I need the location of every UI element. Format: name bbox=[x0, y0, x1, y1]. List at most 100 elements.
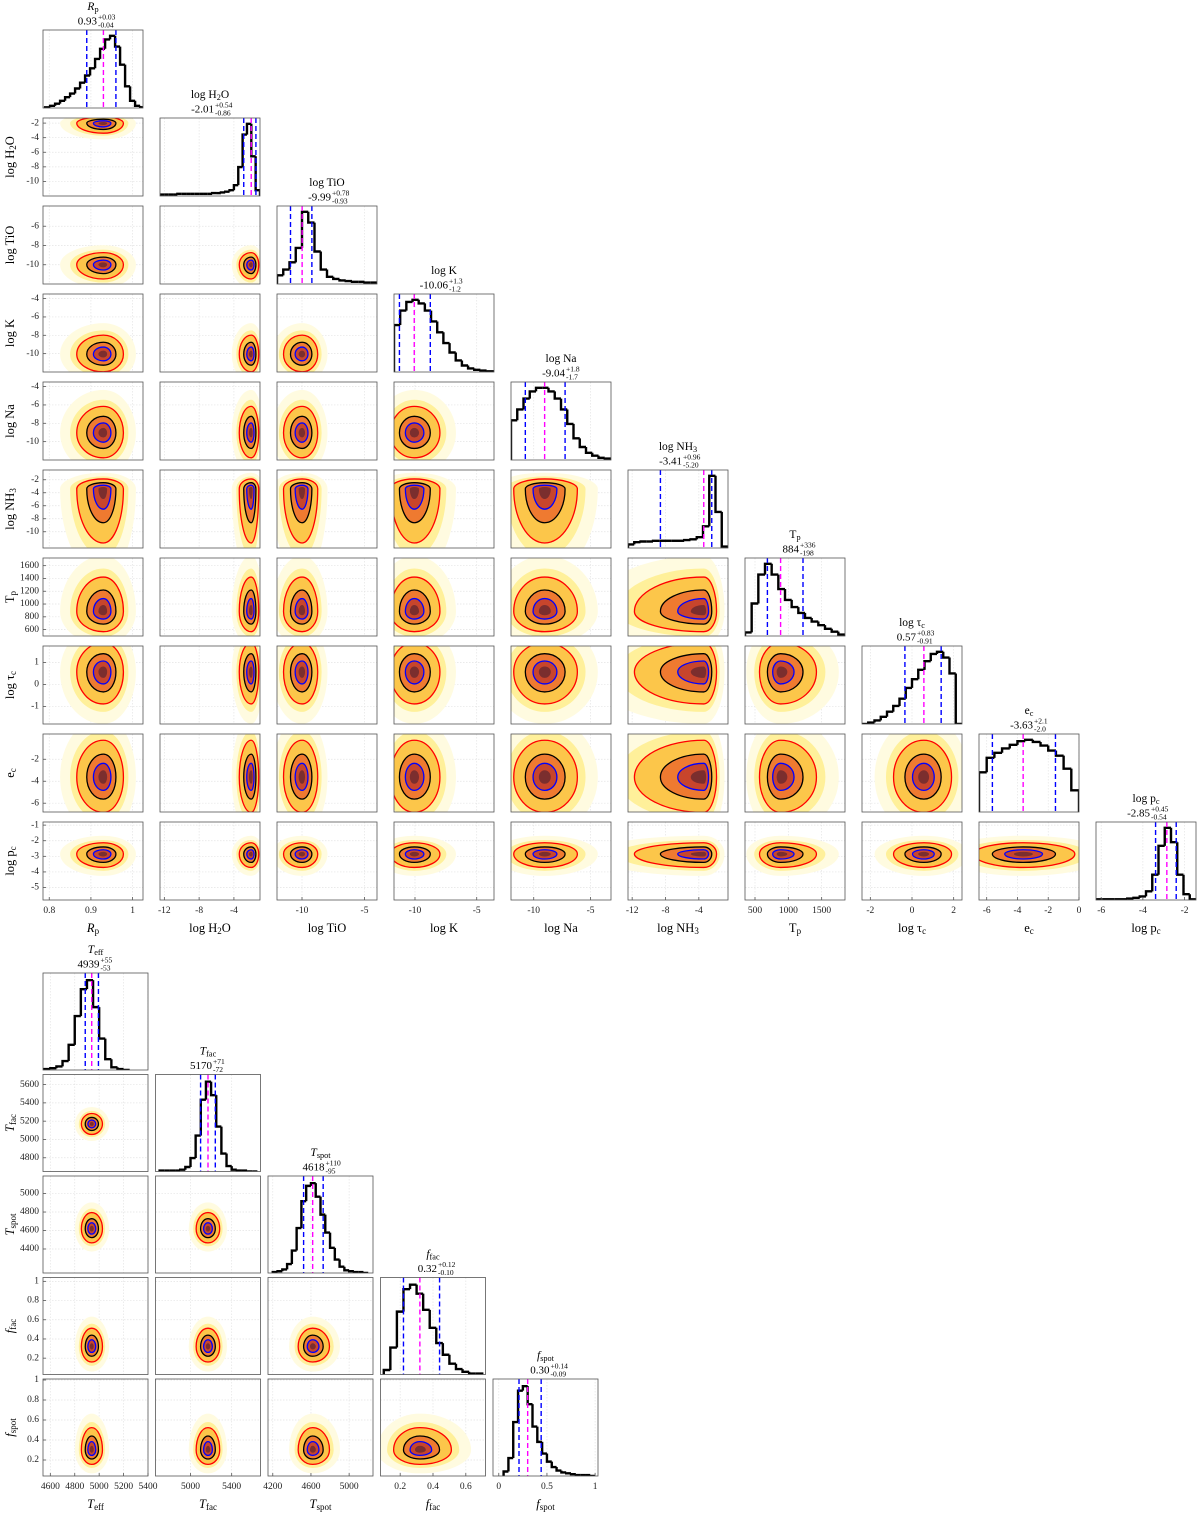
histogram-bin bbox=[228, 189, 234, 192]
summary-median: -2.01 bbox=[191, 104, 214, 116]
x-tick-label: 500 bbox=[748, 906, 763, 916]
label-part: log TiO bbox=[308, 921, 347, 935]
histogram-bin bbox=[566, 409, 574, 426]
panel-frame bbox=[155, 1175, 261, 1274]
density-region bbox=[98, 487, 108, 500]
summary-minus: -0.09 bbox=[551, 1370, 567, 1379]
panel-plot bbox=[268, 1277, 373, 1375]
x-axis-label: fspot bbox=[536, 1497, 555, 1512]
summary-plus: +71 bbox=[213, 1057, 225, 1066]
summary-median: -9.99 bbox=[308, 192, 331, 204]
summary-median: -3.41 bbox=[659, 456, 682, 468]
panel-plot bbox=[628, 558, 728, 636]
density-region bbox=[298, 487, 306, 500]
panel-plot bbox=[394, 822, 494, 900]
panel-background bbox=[493, 1379, 598, 1476]
label-part: log NH bbox=[659, 441, 693, 453]
panel-plot bbox=[155, 1277, 261, 1375]
panel-plot bbox=[43, 973, 148, 1070]
panel-frame bbox=[276, 821, 378, 901]
panel-frame bbox=[42, 821, 144, 901]
panel-frame bbox=[393, 469, 495, 549]
y-tick-label: -4 bbox=[31, 133, 39, 143]
y-tick-label: -1 bbox=[31, 820, 39, 830]
panel-title: Tspot bbox=[310, 1147, 331, 1160]
histogram-bin bbox=[1096, 898, 1103, 900]
histogram-bin bbox=[347, 1270, 354, 1273]
histogram-bin bbox=[1008, 743, 1018, 749]
histogram-bin bbox=[714, 475, 722, 514]
label-part: T bbox=[310, 1147, 318, 1159]
y-tick-label: 5000 bbox=[20, 1189, 39, 1199]
histogram-bin bbox=[230, 1166, 237, 1171]
histogram-bin bbox=[553, 391, 561, 400]
x-axis-label: ec bbox=[1024, 921, 1034, 936]
histogram-bin bbox=[58, 99, 66, 104]
panel-plot bbox=[394, 382, 494, 460]
histogram-bin bbox=[1047, 745, 1056, 752]
histogram-bin bbox=[1000, 747, 1010, 753]
label-part: T bbox=[87, 1497, 95, 1511]
histogram-bin bbox=[867, 721, 875, 724]
label-part: c bbox=[1030, 709, 1034, 718]
panel-background bbox=[1096, 822, 1196, 900]
summary-minus: -2.0 bbox=[1034, 725, 1046, 734]
histogram-bin bbox=[83, 74, 91, 83]
label-part: f bbox=[426, 1497, 431, 1511]
histogram-bin bbox=[103, 38, 111, 49]
panel-plot bbox=[511, 558, 611, 636]
density-region bbox=[98, 770, 108, 784]
panel-plot bbox=[862, 646, 962, 724]
x-tick-label: -8 bbox=[195, 906, 203, 916]
x-tick-label: -10 bbox=[409, 906, 422, 916]
panel-frame bbox=[42, 557, 144, 637]
histogram-bin bbox=[282, 268, 290, 276]
label-part: O bbox=[222, 921, 231, 935]
label-part: R bbox=[86, 1, 94, 13]
panel-frame bbox=[42, 733, 144, 813]
label-part: p bbox=[796, 533, 800, 542]
panel-frame bbox=[393, 645, 495, 725]
label-part: e bbox=[3, 772, 17, 778]
y-tick-label: 1 bbox=[34, 1375, 39, 1385]
panel-frame bbox=[380, 1277, 486, 1375]
label-part: T bbox=[3, 595, 17, 603]
panel-plot bbox=[277, 206, 377, 284]
panel-title: ffac bbox=[426, 1248, 440, 1261]
histogram-bin bbox=[104, 1038, 112, 1061]
panel-frame bbox=[744, 645, 846, 725]
density-region bbox=[409, 487, 420, 500]
density-region bbox=[248, 262, 253, 268]
y-tick-label: 4400 bbox=[20, 1244, 39, 1254]
x-tick-label: -2 bbox=[1181, 906, 1189, 916]
density-region bbox=[414, 1445, 426, 1453]
histogram-bin bbox=[521, 1384, 528, 1391]
x-tick-label: -5 bbox=[473, 906, 481, 916]
density-region bbox=[538, 770, 551, 784]
histogram-bin bbox=[285, 1262, 292, 1270]
histogram-bin bbox=[461, 1369, 470, 1374]
histogram-bin bbox=[408, 1283, 417, 1290]
label-part: 2 bbox=[217, 93, 221, 102]
label-part: log K bbox=[430, 921, 458, 935]
summary-median: -9.04 bbox=[542, 368, 565, 380]
x-tick-label: 0.2 bbox=[394, 1482, 406, 1492]
density-region bbox=[538, 666, 551, 678]
histogram-bin bbox=[338, 278, 346, 282]
label-part: fac bbox=[430, 1252, 440, 1261]
label-part: fac bbox=[206, 1049, 216, 1058]
histogram-bin bbox=[93, 57, 101, 69]
histogram-bin bbox=[555, 1467, 562, 1472]
summary-plus: +0.78 bbox=[332, 189, 350, 198]
x-tick-label: -4 bbox=[1139, 906, 1147, 916]
histogram-bin bbox=[78, 81, 86, 89]
y-tick-label: -4 bbox=[31, 488, 39, 498]
panel-frame bbox=[393, 821, 495, 901]
histogram-bin bbox=[1126, 897, 1134, 900]
histogram-bin bbox=[720, 511, 728, 548]
summary-minus: -0.86 bbox=[215, 109, 231, 118]
panel-plot bbox=[160, 470, 260, 548]
density-region bbox=[776, 851, 788, 857]
x-tick-label: 0 bbox=[910, 906, 915, 916]
